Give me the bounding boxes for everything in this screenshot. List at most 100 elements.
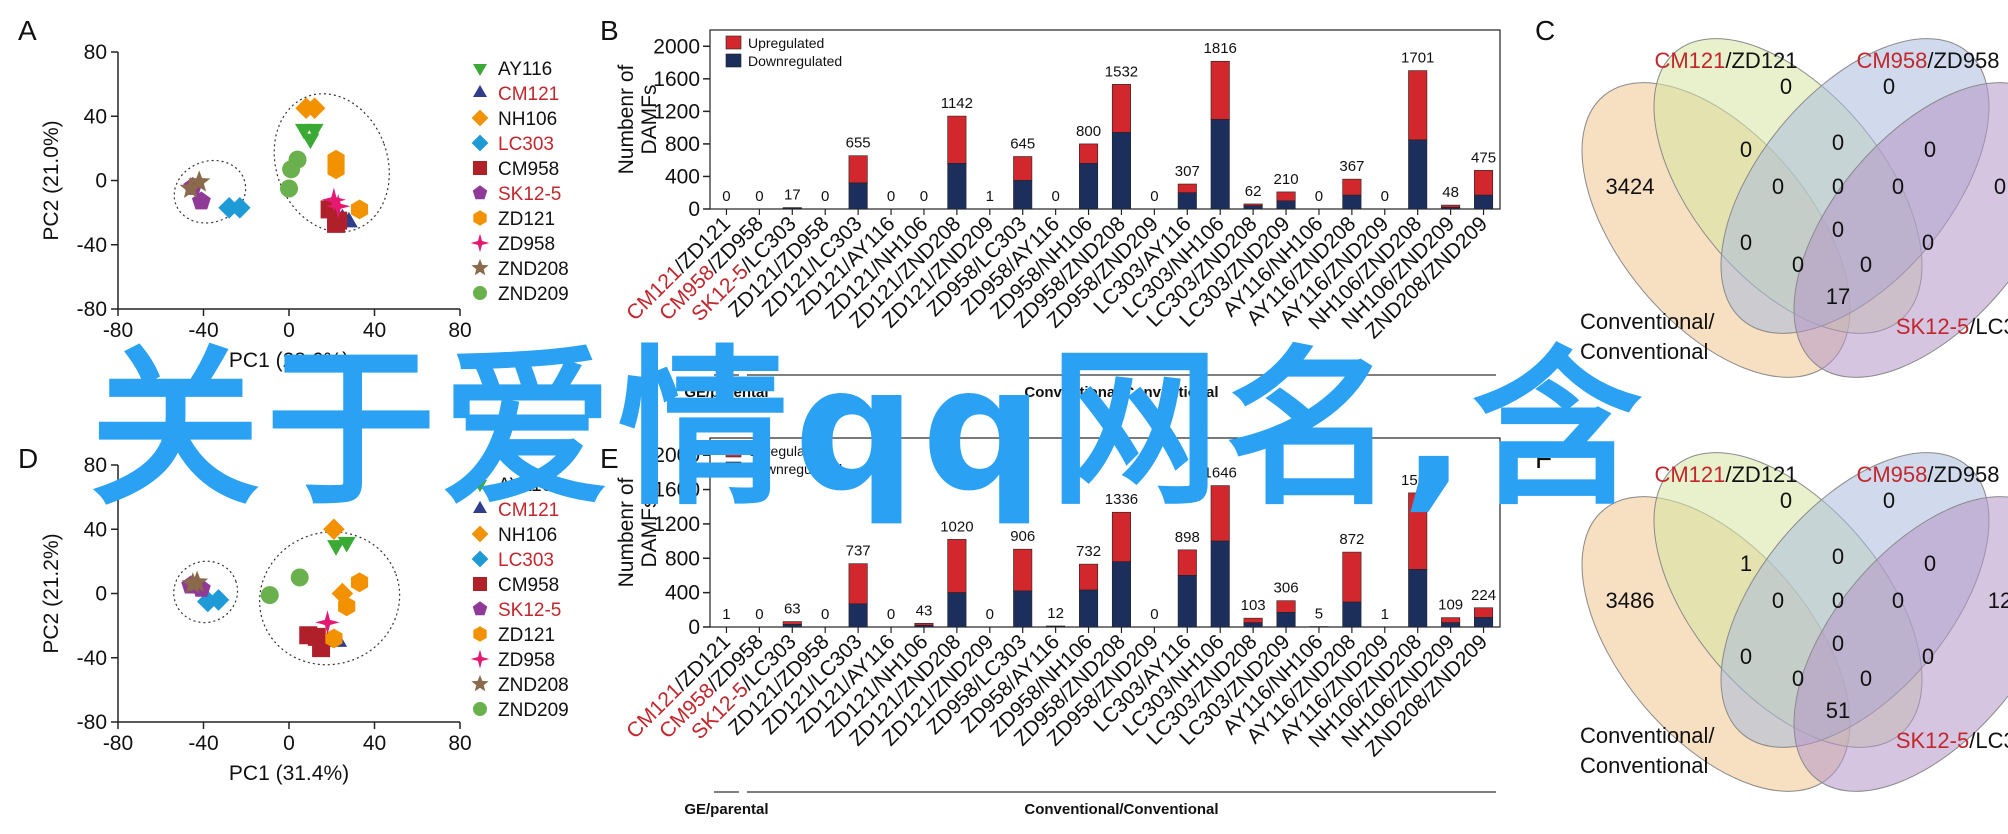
data-point	[351, 199, 369, 220]
venn-count: 0	[1832, 544, 1844, 569]
data-point	[338, 596, 356, 617]
bar-value-label: 0	[887, 606, 895, 623]
bar-value-label: 872	[1339, 531, 1364, 548]
x-tick-label: 40	[363, 732, 386, 755]
bar-value-label: 475	[1471, 149, 1496, 166]
venn-count: 0	[1994, 174, 2006, 199]
data-point	[327, 159, 345, 180]
bar-value-label: 62	[1245, 183, 1262, 200]
panel-label-e: E	[600, 443, 619, 474]
pca-plot-a: -80 -40 0 40 80 -80 -40 0 40 80 PC1 (28.6%) PC2 (21…	[40, 41, 569, 372]
venn-count: 0	[1740, 137, 1752, 162]
legend-entry: Upregulated	[748, 35, 824, 51]
bar-upregulated	[782, 621, 802, 625]
y-tick-label: -80	[77, 298, 107, 321]
bar-value-label: 103	[1241, 597, 1266, 614]
venn-set-ellipse	[1793, 496, 2008, 792]
bar-downregulated	[1441, 207, 1461, 210]
bar-upregulated	[1342, 551, 1362, 603]
bar-value-label: 1561	[1401, 472, 1434, 489]
bar-value-label: 655	[846, 135, 871, 152]
venn-set-label: Conventional	[1580, 753, 1708, 778]
venn-count: 0	[1860, 252, 1872, 277]
x-tick-label: 40	[363, 319, 386, 342]
legend-marker	[473, 286, 487, 300]
y-axis-title: PC2 (21.0%)	[40, 120, 63, 240]
venn-set-label: CM958/ZD958	[1856, 48, 1999, 73]
bar-downregulated	[1111, 132, 1131, 210]
venn-set-label: Conventional/	[1580, 723, 1715, 748]
bar-value-label: 307	[1175, 163, 1200, 180]
bar-value-label: 0	[1315, 188, 1323, 205]
legend-marker	[473, 577, 487, 591]
venn-set-label: CM958/ZD958	[1856, 462, 1999, 487]
venn-set-label-part: /ZD121	[1725, 48, 1797, 73]
data-point	[337, 536, 356, 553]
bar-downregulated	[848, 603, 868, 628]
venn-count: 0	[1922, 230, 1934, 255]
bar-upregulated	[1408, 492, 1428, 570]
panel-label-a: A	[18, 15, 37, 46]
bar-downregulated	[848, 182, 868, 210]
group-label: Conventional/Conventional	[1024, 801, 1218, 818]
legend-entry: SK12-5	[498, 184, 561, 205]
data-point	[197, 590, 219, 613]
bar-value-label: 0	[986, 606, 994, 623]
bar-upregulated	[1276, 191, 1296, 202]
y-axis-title-line: Numbenr of	[615, 477, 638, 587]
venn-set-label-part: CM121	[1654, 48, 1725, 73]
bar-value-label: 898	[1175, 529, 1200, 546]
legend-swatch-upregulated	[725, 35, 742, 50]
y-tick-label: 1600	[653, 479, 700, 502]
y-tick-label: -40	[77, 234, 107, 257]
panel-label-d: D	[18, 443, 38, 474]
bar-value-label: 0	[755, 188, 763, 205]
panel-label-c: C	[1535, 15, 1555, 46]
data-point	[186, 570, 209, 592]
bar-upregulated	[1013, 548, 1033, 592]
legend-marker	[470, 649, 490, 669]
plot-frame	[709, 437, 1501, 628]
bar-upregulated	[1111, 84, 1131, 133]
data-point	[303, 97, 326, 119]
legend-marker	[471, 109, 489, 127]
y-axis-title-line: Numbenr of	[615, 64, 638, 174]
legend-marker	[471, 134, 489, 152]
legend-marker	[473, 85, 487, 97]
group-label: GE/parental	[684, 801, 768, 818]
y-tick-label: 0	[688, 616, 700, 639]
bar-upregulated	[1342, 178, 1362, 196]
y-tick-label: 0	[688, 198, 700, 221]
bar-upregulated	[848, 155, 868, 184]
y-axis-title-line: DAMFs	[638, 498, 661, 568]
bar-downregulated	[1243, 205, 1263, 210]
legend-entry: AY116	[498, 59, 552, 80]
venn-count: 0	[1792, 252, 1804, 277]
legend-entry: ZD121	[498, 209, 555, 230]
bar-value-label: 645	[1010, 136, 1035, 153]
data-point	[229, 197, 251, 219]
bar-value-label: 306	[1274, 580, 1299, 597]
legend-entry: CM121	[498, 84, 559, 105]
y-tick-label: 1200	[653, 100, 700, 123]
bar-downregulated	[1210, 540, 1230, 628]
venn-set-label: Conventional/	[1580, 309, 1715, 334]
bar-downregulated	[1177, 575, 1197, 628]
bar-value-label: 224	[1471, 587, 1496, 604]
bar-downregulated	[914, 624, 934, 628]
bar-downregulated	[1474, 194, 1494, 210]
legend-entry: AY116	[498, 475, 552, 496]
bar-upregulated	[1474, 607, 1494, 618]
venn-count: 0	[1860, 666, 1872, 691]
venn-set-label-part: SK12-5	[1896, 314, 1969, 339]
bar-upregulated	[1177, 549, 1197, 576]
venn-count: 0	[1922, 644, 1934, 669]
venn-set-label-part: CM958	[1856, 48, 1927, 73]
venn-set-label-part: /LC303	[1969, 728, 2008, 753]
legend-marker	[473, 500, 487, 513]
x-axis-title: PC1 (31.4%)	[229, 762, 349, 785]
legend-entry: ZD121	[498, 625, 555, 646]
venn-count: 0	[1740, 644, 1752, 669]
